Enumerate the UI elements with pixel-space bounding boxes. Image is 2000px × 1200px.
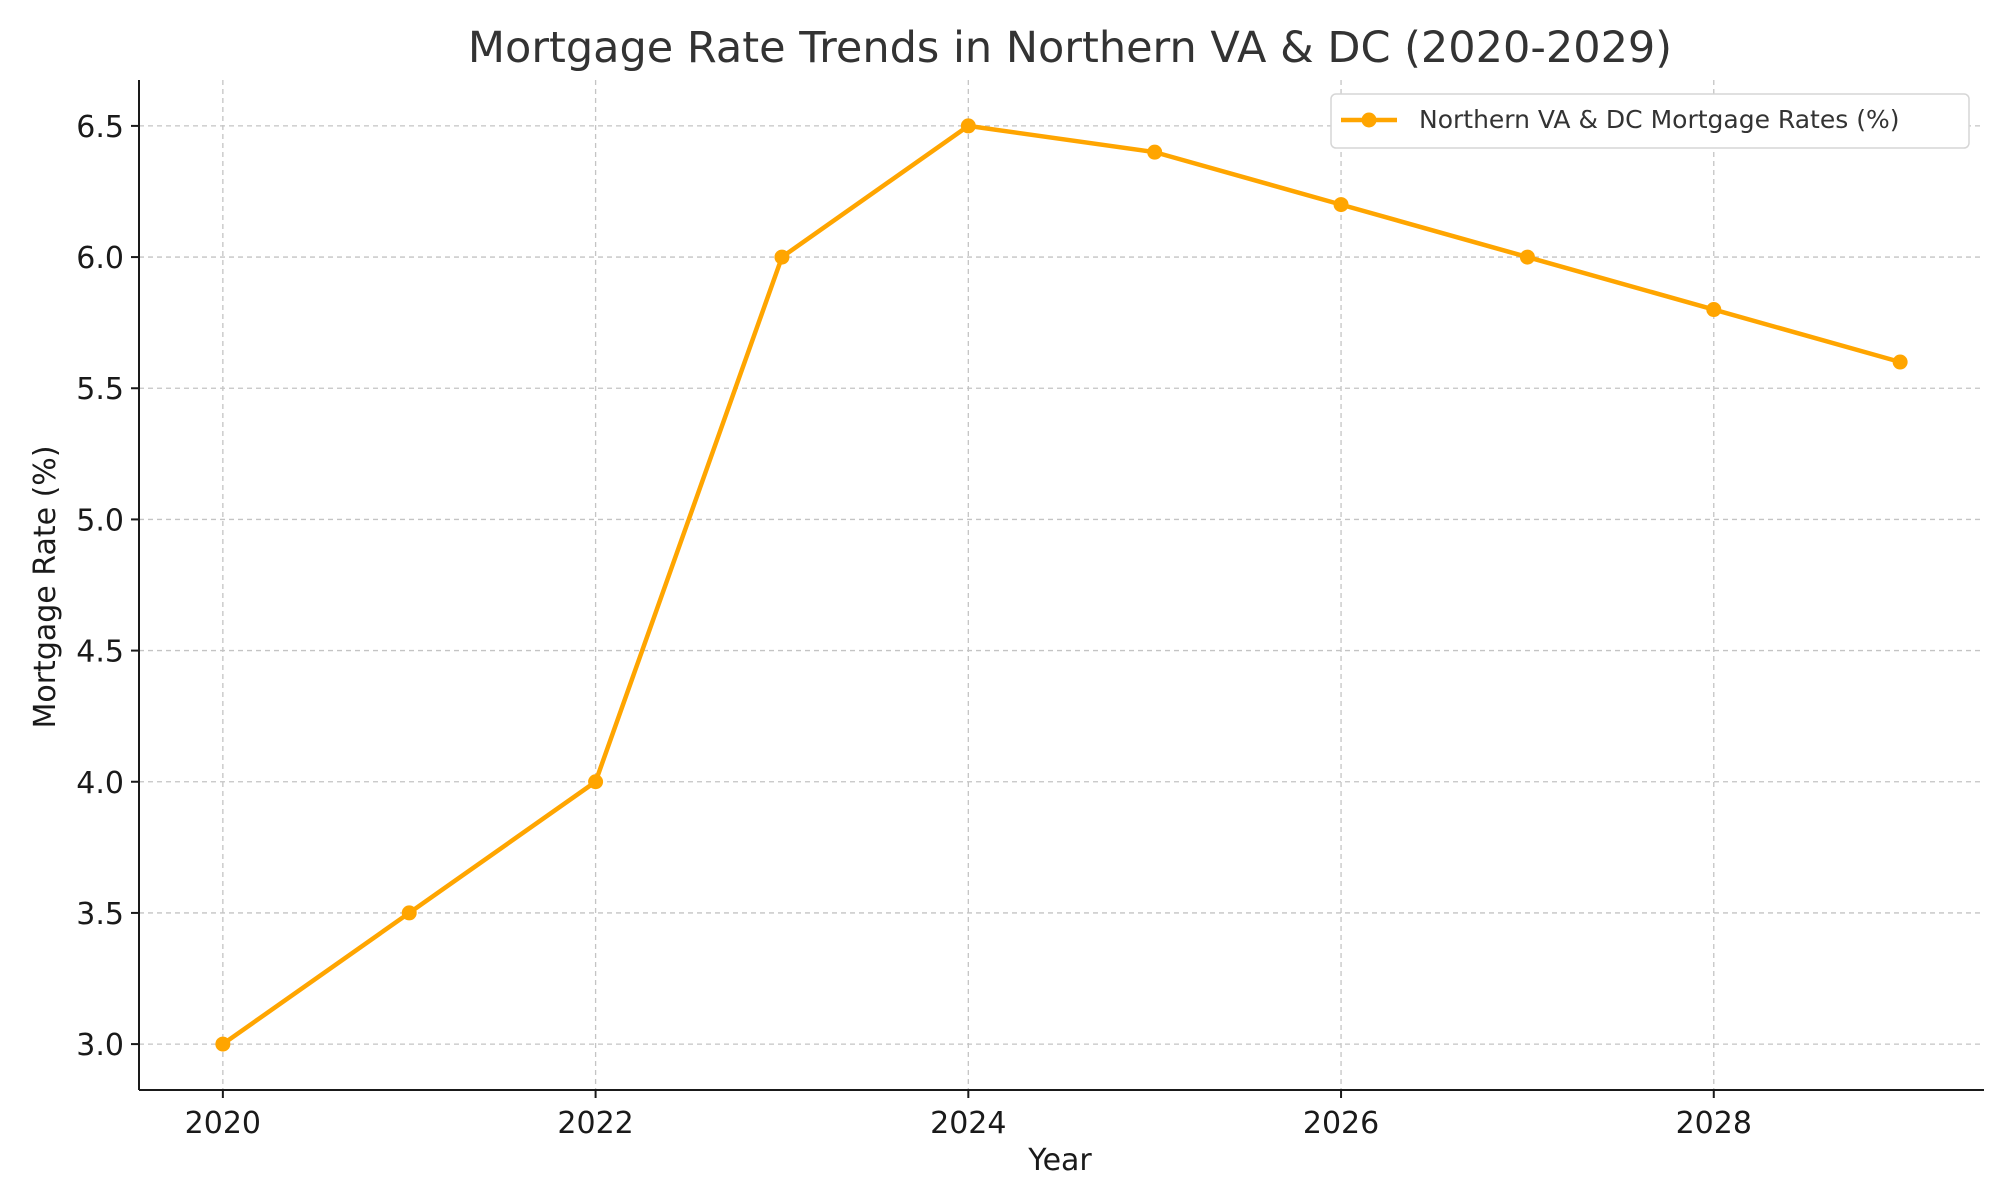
- x-tick-label: 2026: [1303, 1106, 1379, 1141]
- legend-label: Northern VA & DC Mortgage Rates (%): [1419, 105, 1899, 134]
- y-tick-label: 4.0: [76, 766, 124, 801]
- data-point[interactable]: [1892, 354, 1908, 370]
- chart-title: Mortgage Rate Trends in Northern VA & DC…: [468, 23, 1672, 73]
- x-axis-title: Year: [1027, 1143, 1092, 1178]
- x-tick-label: 2022: [557, 1106, 633, 1141]
- y-tick-label: 4.5: [76, 635, 124, 670]
- data-point[interactable]: [1147, 144, 1163, 160]
- data-point[interactable]: [1519, 249, 1535, 265]
- data-point[interactable]: [1333, 197, 1349, 213]
- y-tick-label: 6.0: [76, 241, 124, 276]
- y-tick-label: 6.5: [76, 110, 124, 145]
- x-tick-label: 2028: [1676, 1106, 1752, 1141]
- axes: [131, 80, 1984, 1098]
- grid-lines: [139, 80, 1984, 1090]
- legend[interactable]: Northern VA & DC Mortgage Rates (%): [1330, 93, 1970, 149]
- legend-frame: [1330, 93, 1970, 149]
- series-layer: [215, 118, 1908, 1052]
- legend-marker-swatch: [1361, 112, 1377, 128]
- series-line: [220, 123, 1903, 1047]
- x-tick-label: 2024: [930, 1106, 1006, 1141]
- data-point[interactable]: [401, 905, 417, 921]
- y-tick-label: 5.0: [76, 503, 124, 538]
- data-point[interactable]: [1706, 302, 1722, 318]
- y-axis-title: Mortgage Rate (%): [28, 445, 63, 728]
- data-point[interactable]: [960, 118, 976, 134]
- y-tick-label: 3.5: [76, 897, 124, 932]
- y-tick-label: 5.5: [76, 372, 124, 407]
- x-tick-label: 2020: [185, 1106, 261, 1141]
- y-tick-label: 3.0: [76, 1028, 124, 1063]
- data-point[interactable]: [588, 774, 604, 790]
- data-point[interactable]: [774, 249, 790, 265]
- data-point[interactable]: [215, 1036, 231, 1052]
- tick-labels: 2020 2022 2024 2026 2028 3.0 3.5 4.0 4.5 5.0 5.5 6.…: [76, 110, 1752, 1141]
